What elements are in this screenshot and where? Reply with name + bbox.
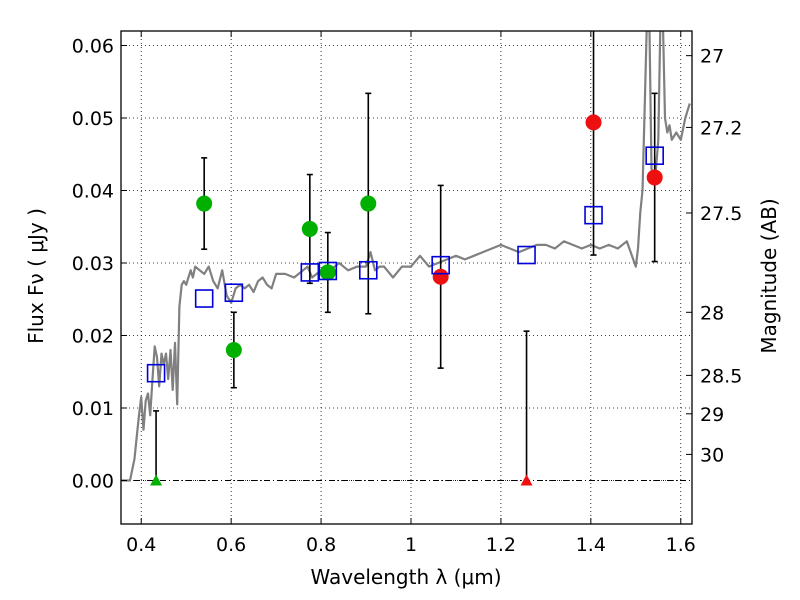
red-data-point <box>646 169 663 186</box>
y2-tick-label: 30 <box>700 444 724 466</box>
x-tick-label: 0.4 <box>126 534 156 556</box>
upper-limit-triangle <box>520 474 533 486</box>
y2-tick-label: 27.2 <box>700 117 742 139</box>
x-tick-label: 0.6 <box>216 534 246 556</box>
ticks: 0.4 0.6 0.8 1 1.2 1.4 1.6 0.00 0.01 0.02 0.03 0.04 0… <box>72 31 742 556</box>
x-tick-label: 1.4 <box>576 534 606 556</box>
upper-limit-triangle <box>150 474 163 486</box>
model-square <box>318 261 338 281</box>
y-tick-label: 0.02 <box>72 326 114 348</box>
y2-tick-label: 28 <box>700 302 724 324</box>
x-axis-title: Wavelength λ (μm) <box>310 565 501 589</box>
y2-axis-title: Magnitude (AB) <box>757 198 781 353</box>
model-square <box>584 205 603 225</box>
data-layer <box>121 31 691 486</box>
y2-tick-label: 27.5 <box>700 203 742 225</box>
y2-tick-label: 29 <box>700 404 724 426</box>
y-tick-label: 0.00 <box>72 471 114 493</box>
red-data-point <box>432 268 449 285</box>
model-square <box>645 146 664 165</box>
plot-area <box>121 31 691 486</box>
plot-frame <box>120 30 693 525</box>
green-data-point <box>196 195 213 212</box>
y-tick-label: 0.04 <box>72 181 114 203</box>
y-tick-label: 0.05 <box>72 108 114 130</box>
y-tick-label: 0.01 <box>72 398 114 420</box>
x-tick-label: 1.2 <box>486 534 516 556</box>
model-square <box>146 363 166 383</box>
green-data-point <box>360 195 377 212</box>
model-square <box>358 260 378 280</box>
x-tick-label: 1 <box>405 534 417 556</box>
model-square <box>194 289 214 308</box>
y-tick-label: 0.03 <box>72 253 114 275</box>
green-data-point <box>301 220 318 237</box>
y2-tick-label: 27 <box>700 46 724 68</box>
model-square <box>517 245 536 265</box>
y-axis-title: Flux Fν ( μJy ) <box>24 208 48 344</box>
y2-tick-label: 28.5 <box>700 365 742 387</box>
spectrum-line <box>121 31 691 482</box>
model-square <box>224 283 244 303</box>
model-square <box>300 263 320 282</box>
red-data-point <box>585 114 602 131</box>
grid <box>121 31 692 524</box>
green-data-point <box>319 264 336 281</box>
model-square <box>431 255 450 275</box>
y-tick-label: 0.06 <box>72 36 114 58</box>
x-tick-label: 1.6 <box>666 534 696 556</box>
x-tick-label: 0.8 <box>306 534 336 556</box>
green-data-point <box>225 342 242 358</box>
